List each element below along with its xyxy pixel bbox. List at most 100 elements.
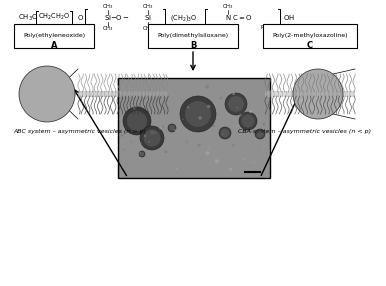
Circle shape	[252, 171, 256, 174]
Circle shape	[25, 72, 69, 116]
Text: B: B	[190, 41, 196, 51]
Text: $\mathsf{-O-}$: $\mathsf{-O-}$	[110, 13, 130, 23]
Circle shape	[236, 125, 239, 127]
Bar	[78, 91, 168, 97]
Text: $\mathsf{C=O}$: $\mathsf{C=O}$	[232, 13, 252, 23]
Circle shape	[225, 93, 247, 115]
Text: Poly(ethyleneoxide): Poly(ethyleneoxide)	[23, 33, 85, 39]
Circle shape	[153, 120, 154, 122]
Circle shape	[35, 82, 59, 106]
Circle shape	[237, 107, 238, 108]
Circle shape	[208, 85, 210, 87]
Text: A: A	[51, 41, 57, 51]
Circle shape	[254, 138, 257, 140]
Circle shape	[239, 112, 257, 130]
Circle shape	[256, 130, 264, 138]
Circle shape	[260, 110, 261, 111]
Circle shape	[133, 107, 136, 110]
Circle shape	[164, 150, 167, 153]
Circle shape	[234, 160, 237, 163]
Text: $\mathsf{CH_3O}$: $\mathsf{CH_3O}$	[18, 13, 39, 23]
Circle shape	[180, 96, 216, 132]
Text: $\mathsf{m}$: $\mathsf{m}$	[165, 23, 172, 31]
Text: ABC system – asymmetric vesicles (n > p): ABC system – asymmetric vesicles (n > p)	[14, 128, 147, 134]
Circle shape	[168, 124, 176, 132]
Text: C: C	[307, 41, 313, 51]
Circle shape	[228, 96, 244, 112]
Text: $\mathsf{O}$: $\mathsf{O}$	[77, 13, 84, 23]
Circle shape	[164, 130, 168, 133]
Text: $\mathsf{Si}$: $\mathsf{Si}$	[104, 13, 112, 23]
Circle shape	[201, 159, 202, 160]
Circle shape	[229, 168, 232, 171]
Circle shape	[215, 159, 219, 163]
Circle shape	[208, 146, 211, 150]
Circle shape	[127, 111, 147, 131]
Bar	[265, 91, 355, 97]
Circle shape	[159, 126, 162, 130]
Circle shape	[144, 135, 146, 137]
Circle shape	[298, 74, 338, 114]
Circle shape	[121, 95, 124, 99]
Circle shape	[243, 129, 247, 132]
Circle shape	[245, 170, 247, 173]
Text: $\mathsf{n}$: $\mathsf{n}$	[72, 23, 77, 31]
Text: $\mathsf{N}$: $\mathsf{N}$	[225, 13, 231, 23]
Circle shape	[185, 101, 211, 127]
Circle shape	[124, 148, 125, 150]
Circle shape	[176, 168, 178, 170]
Circle shape	[123, 107, 151, 135]
Circle shape	[140, 152, 144, 156]
Circle shape	[148, 141, 150, 143]
Text: $\mathsf{CH_3}$: $\mathsf{CH_3}$	[222, 3, 234, 11]
Circle shape	[30, 77, 64, 111]
Text: $\mathsf{Si}$: $\mathsf{Si}$	[144, 13, 152, 23]
Text: Poly(dimethylsiloxane): Poly(dimethylsiloxane)	[157, 33, 229, 39]
Circle shape	[150, 131, 154, 134]
Circle shape	[187, 106, 189, 108]
Circle shape	[220, 97, 222, 100]
Circle shape	[232, 92, 235, 95]
Circle shape	[19, 66, 75, 122]
Text: $\mathsf{CH_3}$: $\mathsf{CH_3}$	[102, 3, 114, 11]
Circle shape	[303, 79, 333, 109]
Text: $\mathsf{CH_3}$: $\mathsf{CH_3}$	[102, 25, 114, 33]
Circle shape	[205, 85, 209, 89]
Circle shape	[251, 130, 253, 133]
Text: $\mathsf{CH_3}$: $\mathsf{CH_3}$	[142, 25, 154, 33]
Circle shape	[308, 84, 328, 104]
Circle shape	[232, 144, 235, 147]
Circle shape	[219, 127, 231, 139]
Circle shape	[313, 89, 323, 99]
Text: $\mathsf{OH}$: $\mathsf{OH}$	[283, 13, 295, 23]
Circle shape	[221, 129, 229, 137]
Circle shape	[255, 129, 265, 139]
Circle shape	[174, 129, 176, 131]
Text: $\mathsf{(CH_2)_3O}$: $\mathsf{(CH_2)_3O}$	[170, 13, 198, 23]
Circle shape	[154, 132, 156, 134]
Circle shape	[249, 110, 252, 113]
Circle shape	[254, 96, 256, 98]
Text: $\mathsf{CH_3}$: $\mathsf{CH_3}$	[142, 3, 154, 11]
Circle shape	[129, 140, 133, 143]
Circle shape	[198, 116, 202, 120]
Bar	[118, 78, 270, 178]
Circle shape	[186, 140, 189, 143]
Circle shape	[218, 130, 220, 132]
Circle shape	[162, 125, 165, 128]
Circle shape	[239, 114, 242, 117]
Text: CBA system – asymmetric vesicles (n < p): CBA system – asymmetric vesicles (n < p)	[239, 128, 372, 134]
Circle shape	[130, 160, 131, 162]
Circle shape	[41, 88, 53, 100]
Circle shape	[262, 123, 265, 126]
Circle shape	[207, 105, 210, 108]
Text: Poly(2-methyloxazoline): Poly(2-methyloxazoline)	[272, 33, 348, 39]
Circle shape	[126, 92, 128, 94]
Circle shape	[198, 144, 201, 147]
Circle shape	[140, 126, 164, 150]
Circle shape	[146, 104, 149, 106]
Circle shape	[222, 134, 223, 136]
Circle shape	[131, 101, 133, 103]
Circle shape	[262, 148, 264, 150]
Circle shape	[140, 142, 142, 144]
